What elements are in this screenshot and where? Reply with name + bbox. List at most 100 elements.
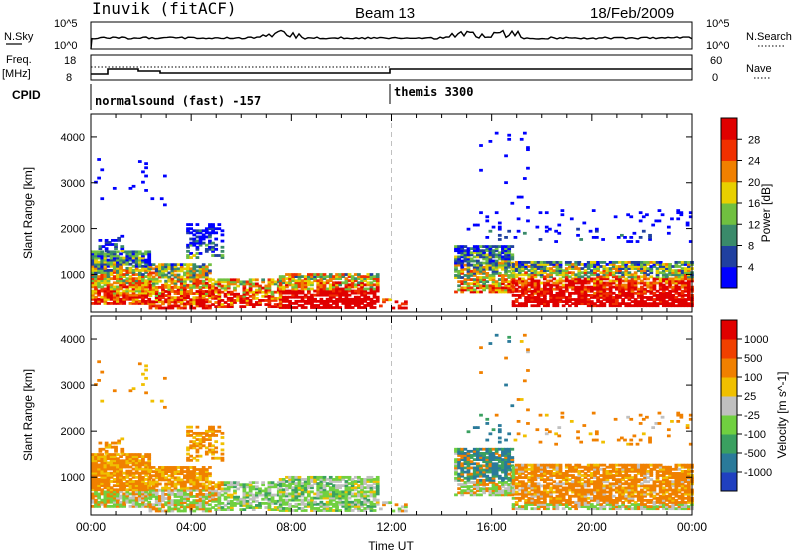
velocity-cell [285, 488, 289, 492]
power-cell [527, 277, 532, 281]
velocity-cell [353, 480, 358, 483]
power-cell [602, 267, 607, 270]
velocity-cell [195, 505, 200, 509]
power-cell [335, 283, 339, 287]
velocity-cell [501, 493, 505, 497]
power-cell [198, 298, 203, 302]
velocity-cell [338, 478, 343, 481]
velocity-cell [291, 475, 296, 479]
power-cell [680, 291, 685, 295]
power-cell [183, 298, 187, 302]
velocity-cell [94, 461, 98, 465]
power-cell [276, 296, 281, 300]
power-cell [226, 278, 231, 282]
velocity-cell [192, 444, 197, 448]
power-cell [328, 283, 333, 287]
power-x-axis-ticks [90, 114, 693, 312]
power-cell [173, 298, 178, 302]
power-cell [288, 304, 292, 307]
power-cell [605, 296, 610, 299]
velocity-cell [217, 508, 222, 511]
power-cell [561, 289, 566, 293]
power-cell [457, 259, 461, 263]
velocity-cell [131, 480, 136, 483]
power-cell [195, 235, 200, 239]
power-cell [229, 280, 234, 284]
power-cell [507, 276, 512, 279]
velocity-cell [463, 460, 468, 464]
power-cell [201, 306, 206, 310]
power-cell [100, 252, 105, 256]
power-cell [261, 286, 266, 290]
velocity-cell [112, 469, 117, 473]
power-cell [201, 273, 206, 277]
power-cell [621, 273, 625, 277]
power-cell [347, 302, 352, 305]
power-cell [303, 293, 308, 297]
power-cell [167, 290, 172, 293]
velocity-cell [350, 482, 355, 485]
power-cell [640, 304, 644, 308]
power-cell [251, 282, 256, 286]
power-cell [208, 263, 212, 267]
velocity-cell [109, 467, 114, 471]
power-cell [164, 283, 168, 287]
power-cell [183, 277, 187, 281]
power-cell [183, 296, 187, 300]
velocity-cell [208, 488, 212, 492]
power-cell [201, 235, 206, 239]
velocity-cell [242, 489, 247, 493]
power-cell [131, 264, 136, 268]
velocity-cell [285, 484, 289, 488]
velocity-cell [236, 483, 240, 487]
velocity-cell [303, 504, 308, 508]
power-cell [112, 254, 117, 258]
velocity-cell [154, 499, 159, 503]
power-cell [526, 166, 530, 170]
power-cell [186, 271, 190, 275]
velocity-cell [313, 502, 317, 506]
power-cell [173, 265, 178, 269]
power-cell [220, 233, 225, 237]
velocity-cell [322, 478, 327, 481]
velocity-cell [144, 469, 148, 473]
power-cell [201, 302, 206, 306]
velocity-cell [472, 462, 477, 466]
power-cell [141, 170, 145, 174]
power-cell [353, 302, 358, 305]
power-cell [457, 247, 461, 251]
power-cell [555, 260, 560, 264]
velocity-cell [514, 478, 519, 482]
power-cell [530, 267, 535, 270]
velocity-cell [303, 486, 308, 490]
power-cell [686, 283, 691, 287]
velocity-cell [97, 455, 101, 459]
velocity-cell [291, 509, 296, 512]
power-cell [363, 289, 368, 293]
power-cell [120, 249, 125, 253]
velocity-cell [344, 492, 349, 496]
power-cell [543, 291, 547, 295]
power-cell [270, 278, 275, 282]
power-cell [322, 285, 327, 289]
power-cell [360, 289, 364, 293]
power-cell [98, 247, 103, 251]
power-cell [157, 267, 162, 271]
power-cell [596, 298, 600, 301]
power-cell [116, 271, 120, 274]
power-cell [208, 269, 212, 273]
power-cell [497, 263, 502, 267]
velocity-cell [482, 456, 487, 459]
velocity-cell [128, 486, 133, 490]
power-cell [164, 298, 168, 302]
power-cell [511, 281, 516, 285]
power-cell [353, 297, 358, 301]
velocity-cell [141, 490, 145, 494]
power-cell [549, 263, 553, 266]
power-cell [491, 280, 496, 284]
velocity-cell [134, 475, 139, 479]
velocity-cell [350, 504, 355, 508]
velocity-cell [220, 452, 225, 456]
power-cell [255, 288, 259, 292]
power-cell [103, 277, 108, 281]
